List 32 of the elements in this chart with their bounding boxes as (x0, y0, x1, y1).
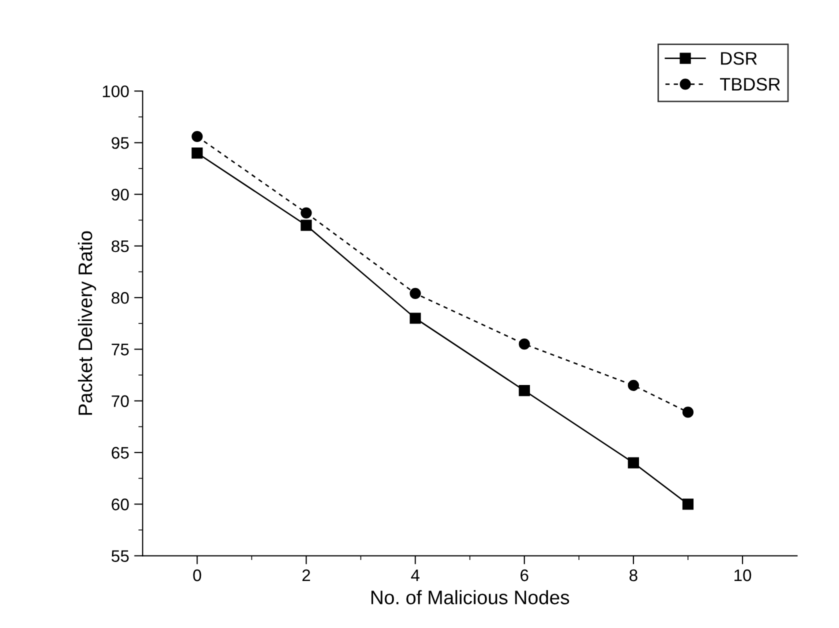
y-tick-label: 90 (112, 188, 129, 201)
point (410, 312, 421, 324)
y-tick-label: 80 (112, 292, 129, 304)
y-tick-label: 70 (112, 395, 129, 408)
point (518, 384, 530, 396)
x-tick-label: 8 (630, 569, 638, 582)
point (682, 406, 694, 418)
legend-label: DSR (721, 52, 757, 65)
y-tick-label: 85 (112, 240, 129, 252)
point (628, 457, 639, 468)
x-tick-label: 0 (193, 569, 202, 582)
x-axis-title: No. of Malicious Nodes (371, 590, 570, 604)
point (300, 220, 312, 231)
x-tick-label: 6 (520, 569, 528, 582)
x-tick-label: 2 (302, 569, 310, 582)
point (628, 380, 639, 391)
y-tick-label: 55 (112, 550, 129, 562)
y-tick-label: 60 (112, 498, 129, 510)
point (682, 498, 694, 510)
x-tick-label: 4 (411, 570, 420, 582)
point (192, 147, 203, 159)
x-tick-label: 10 (734, 569, 752, 582)
y-tick-label: 95 (112, 137, 129, 149)
y-tick-label: 65 (112, 446, 129, 459)
point (410, 288, 421, 300)
y-tick-label: 100 (102, 85, 129, 98)
y-tick-label: 75 (112, 344, 129, 356)
point (300, 207, 312, 218)
point (518, 338, 530, 350)
legend-label: TBDSR (720, 78, 780, 91)
y-axis-title: Packet Delivery Ratio (78, 231, 96, 415)
point (192, 130, 203, 142)
